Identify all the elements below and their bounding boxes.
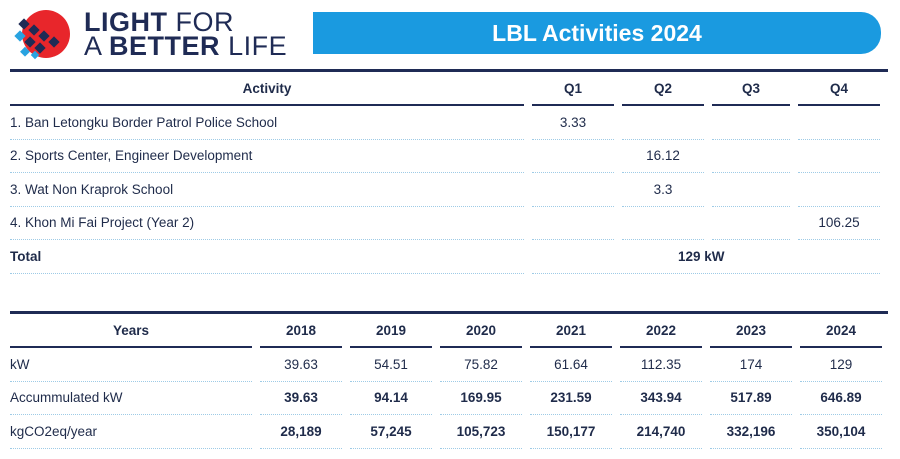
col-header: 2020 [440,315,522,348]
logo-text: LIGHT FOR A BETTER LIFE [84,7,288,61]
cell: 106.25 [798,207,880,240]
cell: 169.95 [440,382,522,415]
col-header: 2019 [350,315,432,348]
row-label: kW [10,348,252,382]
total-value: 129 kW [532,240,880,274]
logo: LIGHT FOR A BETTER LIFE [12,6,312,62]
cell: 150,177 [530,415,612,449]
cell [798,173,880,207]
cell [712,173,790,207]
row-label: Accummulated kW [10,382,252,415]
cell: 343.94 [620,382,702,415]
cell: 129 [800,348,882,382]
cell [622,106,704,140]
col-header: 2018 [260,315,342,348]
cell: 646.89 [800,382,882,415]
cell [712,140,790,173]
logo-globe-icon [14,10,70,60]
cell: 54.51 [350,348,432,382]
cell [798,106,880,140]
cell: 75.82 [440,348,522,382]
cell: 94.14 [350,382,432,415]
col-header: 2023 [710,315,792,348]
cell: 174 [710,348,792,382]
cell: 57,245 [350,415,432,449]
cell [532,140,614,173]
cell: 105,723 [440,415,522,449]
col-header: Q3 [712,73,790,106]
activities-table: Activity Q1 Q2 Q3 Q4 1. Ban Letongku Bor… [10,73,888,274]
col-header: Q1 [532,73,614,106]
cell [532,207,614,240]
cell: 39.63 [260,348,342,382]
col-header: Q2 [622,73,704,106]
col-header: Activity [10,73,524,106]
cell: 332,196 [710,415,792,449]
cell: 39.63 [260,382,342,415]
activity-name: 2. Sports Center, Engineer Development [10,140,524,173]
years-table: Years 2018 2019 2020 2021 2022 2023 2024… [10,315,888,449]
cell: 61.64 [530,348,612,382]
col-header: Q4 [798,73,880,106]
col-header: 2021 [530,315,612,348]
page-title: LBL Activities 2024 [313,12,881,54]
total-label: Total [10,240,524,274]
divider [10,69,888,72]
cell [532,173,614,207]
cell: 214,740 [620,415,702,449]
cell: 28,189 [260,415,342,449]
activity-name: 1. Ban Letongku Border Patrol Police Sch… [10,106,524,140]
cell: 350,104 [800,415,882,449]
cell [798,140,880,173]
row-label: kgCO2eq/year [10,415,252,449]
col-header: 2024 [800,315,882,348]
col-header: Years [10,315,252,348]
cell: 3.3 [622,173,704,207]
activity-name: 4. Khon Mi Fai Project (Year 2) [10,207,524,240]
col-header: 2022 [620,315,702,348]
cell: 231.59 [530,382,612,415]
divider [10,311,888,314]
cell [712,207,790,240]
cell: 112.35 [620,348,702,382]
activity-name: 3. Wat Non Kraprok School [10,173,524,207]
cell [712,106,790,140]
cell: 16.12 [622,140,704,173]
cell: 517.89 [710,382,792,415]
cell [622,207,704,240]
cell: 3.33 [532,106,614,140]
